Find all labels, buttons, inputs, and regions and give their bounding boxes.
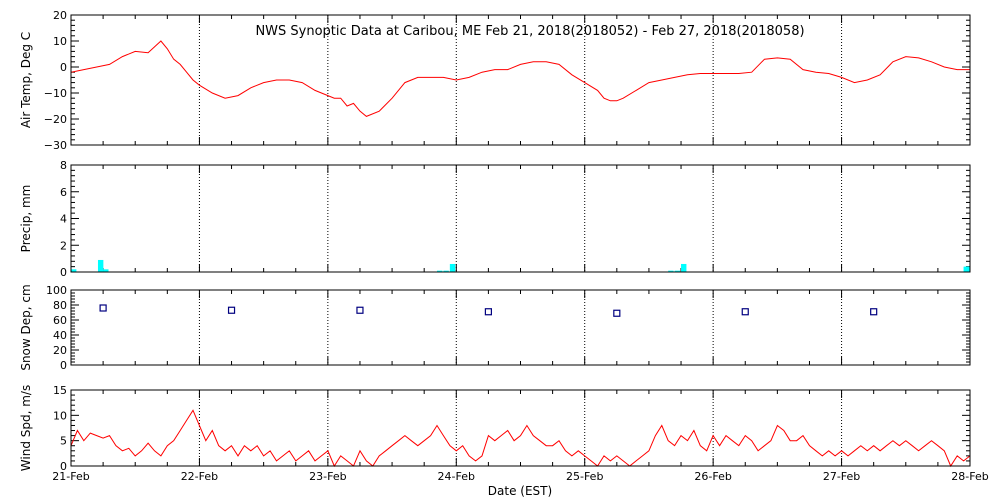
x-tick-label: 25-Feb xyxy=(566,470,603,483)
y-tick-label: 5 xyxy=(60,435,67,448)
y-tick-label: −20 xyxy=(44,113,67,126)
y-tick-label: 20 xyxy=(53,344,67,357)
series-line-wind_speed xyxy=(70,409,971,468)
x-tick-label: 24-Feb xyxy=(438,470,475,483)
y-tick-label: 6 xyxy=(60,186,67,199)
y-tick-label: −30 xyxy=(44,139,67,152)
y-axis-label-snow_depth: Snow Dep, cm xyxy=(19,284,33,370)
snow-depth-marker xyxy=(484,308,492,316)
x-tick-label: 28-Feb xyxy=(951,470,988,483)
panel-frame xyxy=(70,164,971,273)
panel-precip: 0 2 4 6 8 Precip, mm xyxy=(19,159,971,279)
x-tick-label: 26-Feb xyxy=(694,470,731,483)
y-tick-label: 0 xyxy=(60,460,67,473)
snow-depth-marker xyxy=(99,304,107,312)
y-axis-label-air_temp: Air Temp, Deg C xyxy=(19,32,33,128)
panel-snow_depth: 0 20 40 60 80 100 Snow Dep, cm xyxy=(19,284,971,372)
snow-depth-marker xyxy=(870,308,878,316)
x-tick-label: 22-Feb xyxy=(181,470,218,483)
y-tick-label: 10 xyxy=(53,409,67,422)
series-line-air_temp xyxy=(70,40,970,117)
precip-bar xyxy=(97,259,104,272)
y-tick-label: 40 xyxy=(53,329,67,342)
precip-bar xyxy=(964,266,970,272)
panel-frame xyxy=(70,389,971,467)
y-tick-label: 60 xyxy=(53,314,67,327)
y-tick-label: 0 xyxy=(60,61,67,74)
precip-bar xyxy=(437,270,443,272)
y-tick-label: 10 xyxy=(53,35,67,48)
snow-depth-marker xyxy=(227,306,236,314)
y-tick-label: 2 xyxy=(60,239,67,252)
panels-group: −30 −20 −10 0 10 20 Air Temp, Deg C 0 2 4 6 8 Precip… xyxy=(19,9,989,483)
y-tick-label: 80 xyxy=(53,299,67,312)
precip-bar xyxy=(103,269,109,272)
precip-bar xyxy=(668,270,674,272)
y-tick-label: 20 xyxy=(53,9,67,22)
precip-bar xyxy=(449,263,456,272)
x-axis-label: Date (EST) xyxy=(488,484,552,498)
panel-air_temp: −30 −20 −10 0 10 20 Air Temp, Deg C xyxy=(19,9,971,152)
y-tick-label: 0 xyxy=(60,359,67,372)
chart-title: NWS Synoptic Data at Caribou, ME Feb 21,… xyxy=(255,24,804,39)
precip-bar xyxy=(443,270,449,272)
x-tick-label: 23-Feb xyxy=(309,470,346,483)
precip-bar xyxy=(681,263,687,272)
panel-frame xyxy=(70,14,971,146)
y-tick-label: 100 xyxy=(46,284,67,297)
precip-bar xyxy=(674,270,681,272)
snow-depth-marker xyxy=(741,308,749,316)
snow-depth-marker xyxy=(613,309,621,317)
x-tick-label: 21-Feb xyxy=(52,470,89,483)
panel-wind_speed: 0 5 10 15 Wind Spd, m/s xyxy=(19,384,971,473)
y-tick-label: −10 xyxy=(44,87,67,100)
y-axis-label-precip: Precip, mm xyxy=(19,185,33,253)
y-tick-label: 8 xyxy=(60,159,67,172)
x-tick-label: 27-Feb xyxy=(823,470,860,483)
precip-bar xyxy=(71,269,77,272)
y-axis-label-wind_speed: Wind Spd, m/s xyxy=(19,385,33,471)
y-tick-label: 4 xyxy=(60,213,67,226)
y-tick-label: 15 xyxy=(53,384,67,397)
y-tick-label: 0 xyxy=(60,266,67,279)
panel-frame xyxy=(70,289,971,366)
snow-depth-marker xyxy=(356,306,364,314)
